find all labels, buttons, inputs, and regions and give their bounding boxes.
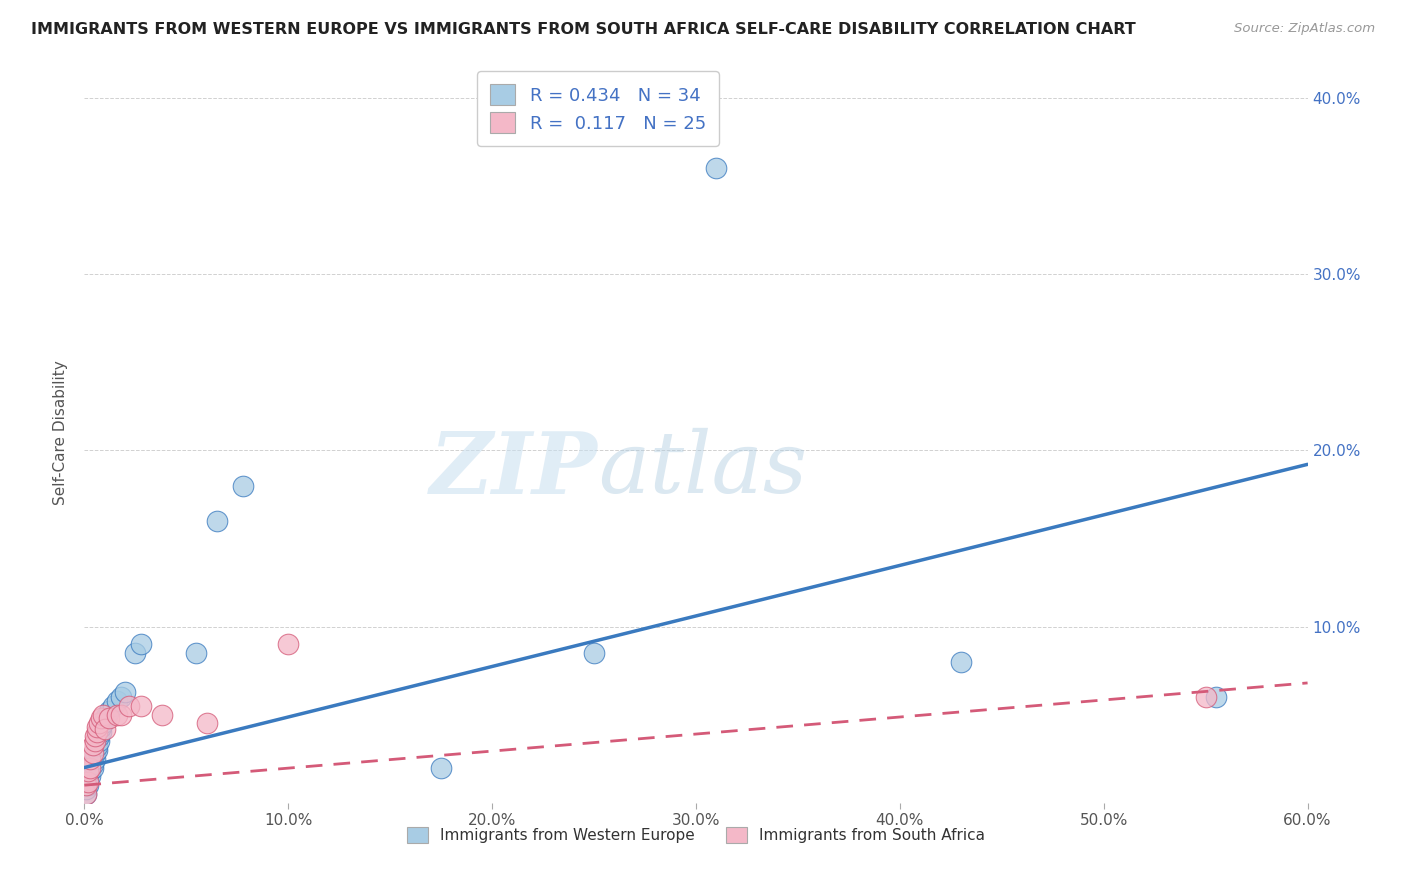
Legend: Immigrants from Western Europe, Immigrants from South Africa: Immigrants from Western Europe, Immigran… [399, 820, 993, 851]
Point [583, 646, 606, 660]
Point [950, 655, 973, 669]
Point [87, 734, 110, 748]
Point [77, 778, 100, 792]
Point [79, 752, 101, 766]
Point [131, 637, 153, 651]
Point [75, 787, 97, 801]
Point [118, 698, 141, 713]
Point [77, 774, 100, 789]
Point [114, 685, 136, 699]
Point [86, 739, 108, 754]
Point [82, 738, 104, 752]
Point [195, 716, 218, 731]
Point [77, 772, 100, 787]
Point [277, 637, 299, 651]
Point [105, 693, 128, 707]
Point [75, 781, 97, 796]
Point [82, 760, 104, 774]
Point [82, 747, 104, 761]
Point [75, 778, 97, 792]
Point [110, 707, 132, 722]
Point [105, 707, 128, 722]
Text: ZIP: ZIP [430, 428, 598, 511]
Point [79, 769, 101, 783]
Point [93, 722, 115, 736]
Point [83, 747, 105, 761]
Point [101, 698, 124, 713]
Point [97, 704, 120, 718]
Point [186, 646, 208, 660]
Point [430, 760, 453, 774]
Point [124, 646, 146, 660]
Point [83, 734, 105, 748]
Y-axis label: Self-Care Disability: Self-Care Disability [53, 360, 69, 505]
Point [75, 787, 97, 801]
Point [79, 760, 101, 774]
Point [90, 711, 112, 725]
Point [79, 764, 101, 778]
Point [1205, 690, 1227, 704]
Point [97, 711, 120, 725]
Point [77, 764, 100, 778]
Point [83, 729, 105, 743]
Point [93, 711, 115, 725]
Point [1195, 690, 1218, 704]
Text: atlas: atlas [598, 428, 807, 511]
Text: Source: ZipAtlas.com: Source: ZipAtlas.com [1234, 22, 1375, 36]
Point [86, 720, 108, 734]
Point [90, 725, 112, 739]
Point [82, 757, 104, 772]
Point [90, 720, 112, 734]
Point [86, 743, 108, 757]
Point [91, 716, 114, 731]
Point [205, 514, 228, 528]
Point [131, 698, 153, 713]
Point [96, 707, 118, 722]
Point [232, 478, 254, 492]
Text: IMMIGRANTS FROM WESTERN EUROPE VS IMMIGRANTS FROM SOUTH AFRICA SELF-CARE DISABIL: IMMIGRANTS FROM WESTERN EUROPE VS IMMIGR… [31, 22, 1136, 37]
Point [86, 725, 108, 739]
Point [706, 161, 728, 176]
Point [150, 707, 173, 722]
Point [87, 716, 110, 731]
Point [83, 752, 105, 766]
Point [91, 707, 114, 722]
Point [110, 690, 132, 704]
Point [87, 729, 110, 743]
